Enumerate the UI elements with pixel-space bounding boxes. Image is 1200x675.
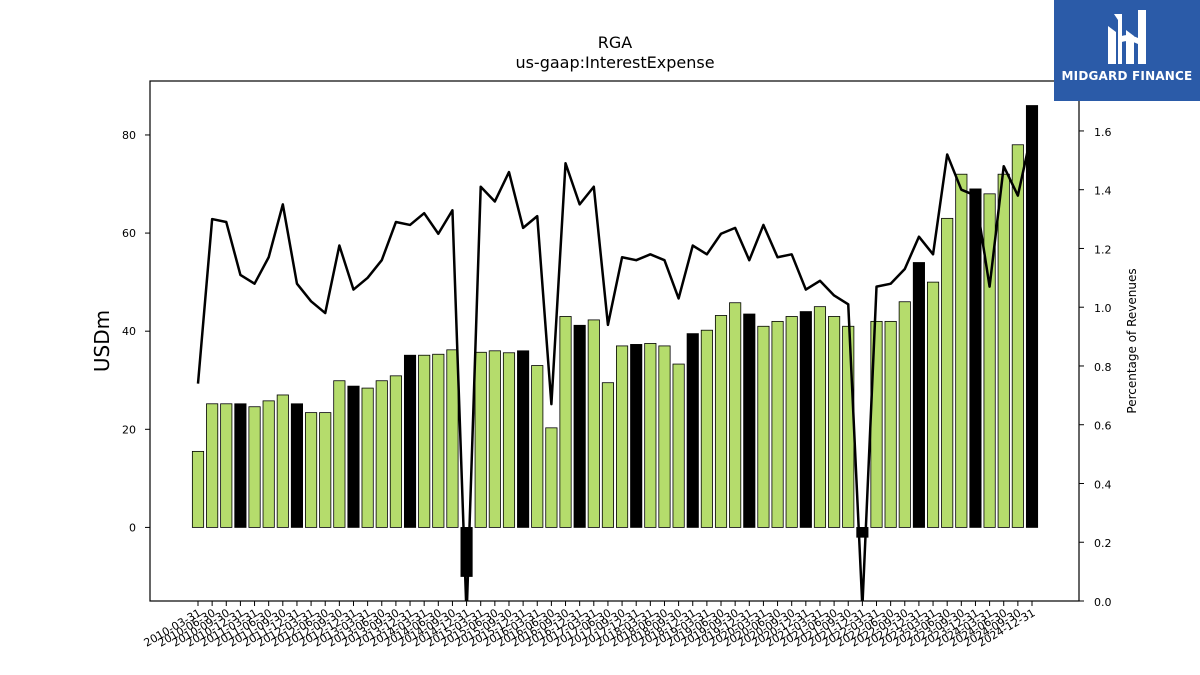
bar-2012-09-30 <box>333 380 346 528</box>
bar-2019-06-30 <box>714 315 728 528</box>
bar-2021-03-31 <box>813 306 827 528</box>
bar-2018-12-31 <box>686 333 699 528</box>
bar-2019-03-31 <box>700 329 713 528</box>
y2-tick-label: 0.2 <box>1094 537 1112 550</box>
bar-2013-12-31 <box>403 354 417 528</box>
ratio-line-series <box>196 130 1034 601</box>
bar-2024-06-30 <box>997 173 1010 528</box>
bar-2011-03-31 <box>248 406 261 528</box>
bar-2016-03-31 <box>531 365 544 528</box>
bar-2010-06-30 <box>206 403 219 528</box>
bar-2023-06-30 <box>941 217 954 528</box>
bar-2021-06-30 <box>828 316 841 528</box>
bar-2016-09-30 <box>559 316 572 528</box>
y2-tick-label: 1.6 <box>1094 126 1112 139</box>
bar-2015-12-31 <box>517 350 530 528</box>
bar-2010-03-31 <box>191 450 205 528</box>
y-tick-label: 60 <box>122 227 136 240</box>
bar-2012-03-31 <box>305 412 318 528</box>
bar-2014-03-31 <box>418 354 431 528</box>
bar-2024-12-31 <box>1025 105 1039 528</box>
bar-2023-03-31 <box>927 281 940 528</box>
chart-title: RGA <box>598 33 633 52</box>
bar-2021-12-31 <box>856 527 869 538</box>
chart-subtitle: us-gaap:InterestExpense <box>515 53 714 72</box>
bar-2015-06-30 <box>488 350 501 528</box>
right-axis: 0.0 0.2 0.4 0.6 0.8 1.0 1.2 1.4 1.6 <box>1079 126 1112 609</box>
bar-2017-12-31 <box>630 344 643 528</box>
bar-2012-12-31 <box>347 385 360 528</box>
brand-name: MIDGARD FINANCE <box>1061 69 1193 83</box>
bar-2014-12-31 <box>460 527 473 577</box>
bar-2020-03-31 <box>757 325 770 528</box>
bar-2017-09-30 <box>616 345 629 528</box>
bar-2020-12-31 <box>799 311 812 528</box>
bar-2018-03-31 <box>644 343 657 528</box>
bar-2011-06-30 <box>262 400 275 528</box>
y2-tick-label: 0.6 <box>1094 420 1112 433</box>
midgard-logo-icon <box>1108 10 1146 64</box>
y-tick-label: 0 <box>129 521 136 534</box>
y2-tick-label: 1.0 <box>1094 302 1112 315</box>
bar-2014-09-30 <box>446 349 459 528</box>
bar-2023-12-31 <box>969 188 982 528</box>
y2-axis-label: Percentage of Revenues <box>1125 268 1139 413</box>
bar-2020-06-30 <box>771 320 784 528</box>
plot-frame <box>149 80 1080 602</box>
bar-2010-09-30 <box>220 403 233 528</box>
bar-2020-09-30 <box>785 316 798 528</box>
bar-2019-09-30 <box>729 302 742 528</box>
bar-2014-06-30 <box>432 353 445 528</box>
bar-2018-06-30 <box>658 345 671 528</box>
y-tick-label: 20 <box>122 423 136 436</box>
y-axis-label: USDm <box>90 310 114 372</box>
bar-2017-06-30 <box>601 382 614 528</box>
bar-2016-12-31 <box>573 324 586 528</box>
bar-series <box>191 105 1039 577</box>
bar-2021-09-30 <box>842 325 855 528</box>
bar-2022-09-30 <box>898 301 911 528</box>
y2-tick-label: 0.0 <box>1094 596 1112 609</box>
y2-tick-label: 1.2 <box>1094 243 1112 256</box>
y-tick-label: 80 <box>122 129 136 142</box>
ratio-line <box>196 130 1034 601</box>
bar-2024-09-30 <box>1011 144 1024 528</box>
bar-2024-03-31 <box>983 193 996 528</box>
bar-2013-03-31 <box>361 387 374 528</box>
bar-2015-03-31 <box>474 351 487 528</box>
bar-2011-09-30 <box>276 394 289 528</box>
bar-2011-12-31 <box>290 403 304 528</box>
y-tick-label: 40 <box>122 325 136 338</box>
x-axis: 2010-03-312010-06-302010-09-302010-12-31… <box>142 601 1038 650</box>
bar-2013-06-30 <box>375 380 388 528</box>
bar-2012-06-30 <box>319 412 332 528</box>
bar-2013-09-30 <box>389 375 402 528</box>
y2-tick-label: 0.4 <box>1094 478 1112 491</box>
left-axis: 0 20 40 60 80 <box>122 129 150 534</box>
bar-2017-03-31 <box>587 319 600 528</box>
bar-2016-06-30 <box>545 427 558 528</box>
brand-logo: MIDGARD FINANCE <box>1054 0 1200 101</box>
bar-2018-09-30 <box>672 363 685 528</box>
bar-2015-09-30 <box>502 352 516 528</box>
y2-tick-label: 0.8 <box>1094 361 1112 374</box>
bar-2022-06-30 <box>884 320 897 528</box>
bar-2022-12-31 <box>912 262 925 528</box>
y2-tick-label: 1.4 <box>1094 185 1112 198</box>
bar-2010-12-31 <box>234 403 247 528</box>
bar-2019-12-31 <box>743 313 756 528</box>
bar-2023-09-30 <box>955 173 968 528</box>
